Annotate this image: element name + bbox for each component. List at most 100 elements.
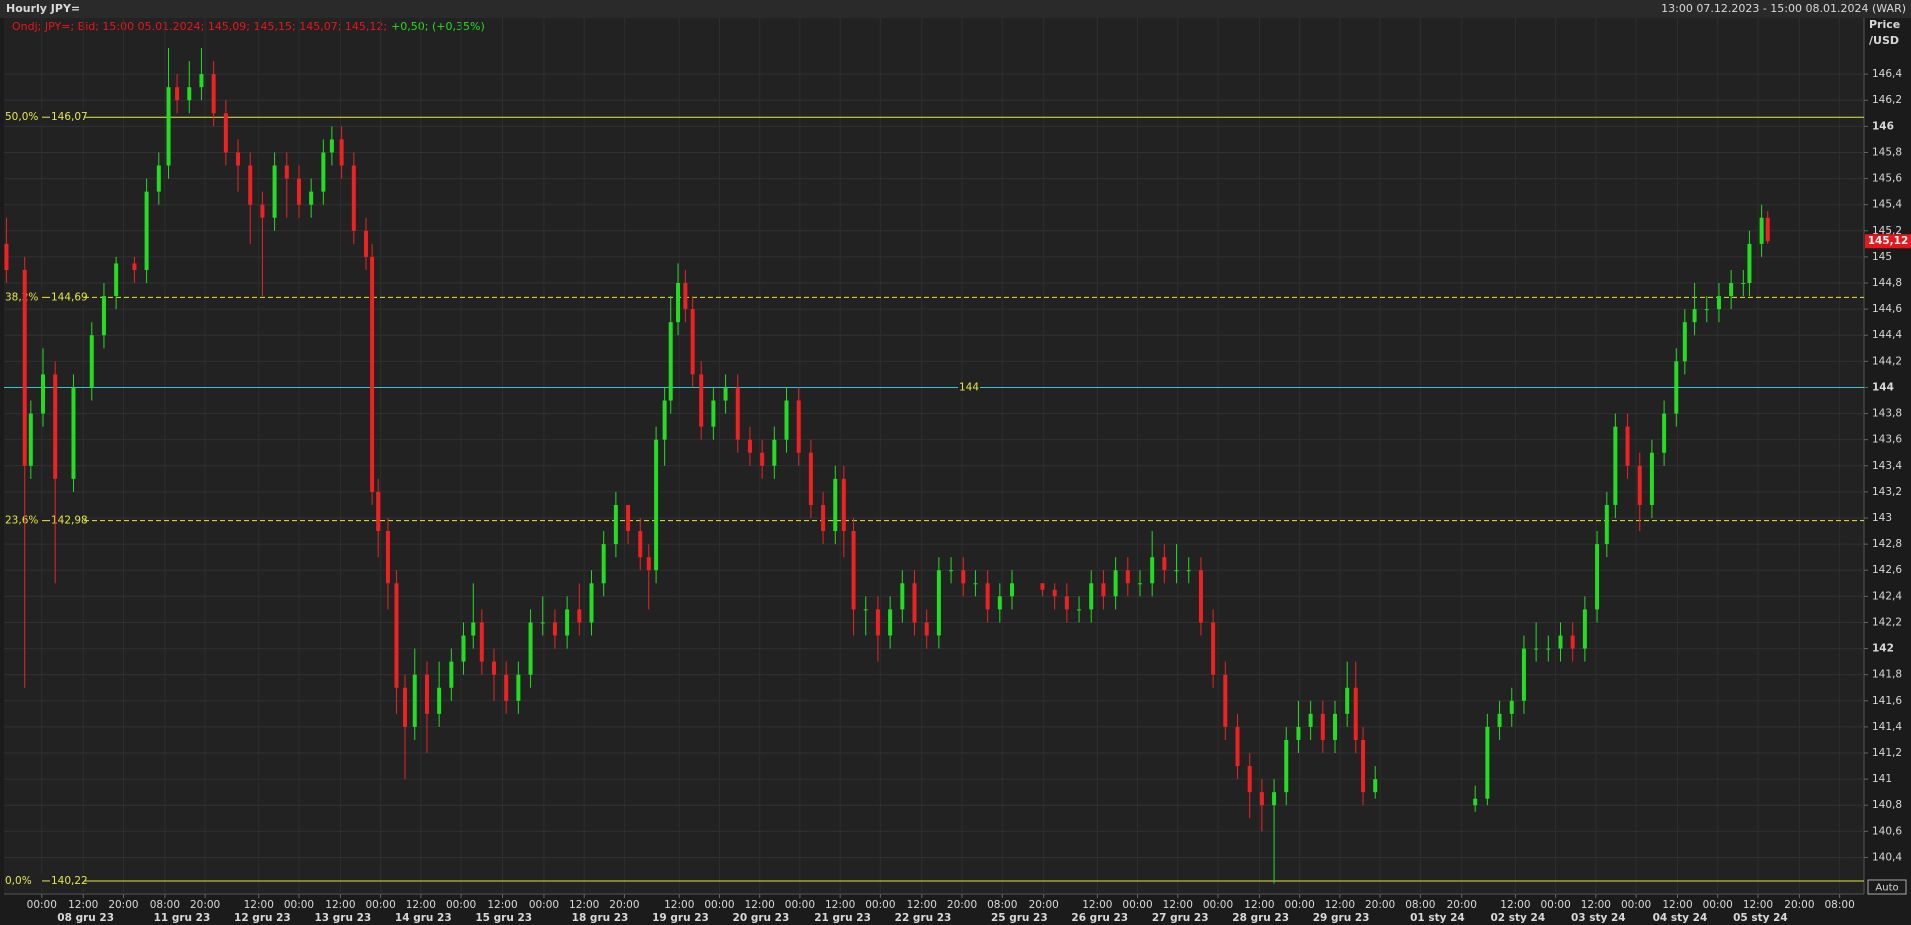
y-tick-label: 143,2 xyxy=(1872,486,1902,498)
candle-body xyxy=(1089,583,1094,610)
x-tick-label: 00:00 xyxy=(365,899,395,911)
x-tick-label: 12:00 xyxy=(244,899,274,911)
date-label: 27 gru 23 xyxy=(1152,912,1209,924)
candle-body xyxy=(1101,583,1106,597)
legend-quote: Ondj; JPY=; Bid; 15:00 05.01.2024; 145,0… xyxy=(12,20,387,33)
candle-body xyxy=(638,531,643,558)
candle-body xyxy=(211,74,216,114)
x-tick-label: 12:00 xyxy=(68,899,98,911)
candle-body xyxy=(646,557,651,571)
candle-body xyxy=(53,374,58,479)
date-label: 20 gru 23 xyxy=(733,912,790,924)
candle-body xyxy=(662,400,667,440)
fib-label: 38,2% xyxy=(5,291,38,303)
x-tick-label: 08:00 xyxy=(150,899,180,911)
candle-body xyxy=(1308,713,1313,727)
candle-body xyxy=(577,609,582,623)
y-tick-label: 145,4 xyxy=(1872,199,1902,211)
fib-value-label: 140,22 xyxy=(51,875,88,887)
x-tick-label: 20:00 xyxy=(1447,899,1477,911)
fib-value-label: 144,69 xyxy=(51,291,88,303)
candle-body xyxy=(22,269,27,466)
reference-label-bg xyxy=(958,380,980,395)
candle-body xyxy=(760,452,765,466)
x-tick-label: 08:00 xyxy=(1824,899,1854,911)
candle-body xyxy=(552,622,557,636)
x-tick-label: 00:00 xyxy=(27,899,57,911)
x-tick-label: 12:00 xyxy=(907,899,937,911)
candle-body xyxy=(156,165,161,192)
candle-body xyxy=(71,387,76,479)
candle-body xyxy=(309,191,314,205)
candle-body xyxy=(223,113,228,153)
candle-body xyxy=(376,491,381,532)
x-tick-label: 20:00 xyxy=(609,899,639,911)
x-tick-label: 00:00 xyxy=(1285,899,1315,911)
candle-body xyxy=(504,674,509,701)
x-tick-label: 00:00 xyxy=(1703,899,1733,911)
candle-body xyxy=(589,583,594,623)
y-tick-label: 141,2 xyxy=(1872,747,1902,759)
candle-body xyxy=(1582,609,1587,649)
candle-body xyxy=(1604,504,1609,545)
candle-body xyxy=(1765,217,1770,242)
y-tick-label: 140,4 xyxy=(1872,851,1902,863)
x-tick-label: 00:00 xyxy=(1621,899,1651,911)
candle-body xyxy=(1247,766,1252,793)
candle-body xyxy=(1353,687,1358,740)
date-label: 18 gru 23 xyxy=(572,912,629,924)
candle-body xyxy=(364,230,369,257)
auto-button-label[interactable]: Auto xyxy=(1875,883,1898,894)
candle-body xyxy=(248,165,253,205)
date-label: 04 sty 24 xyxy=(1653,912,1708,924)
candle-body xyxy=(114,263,119,297)
fib-label: 23,6% xyxy=(5,515,38,527)
y-tick-label: 144,6 xyxy=(1872,303,1902,315)
candle-body xyxy=(784,400,789,440)
candle-body xyxy=(1150,557,1155,584)
candle-body xyxy=(471,622,476,636)
candle-body xyxy=(1361,739,1366,793)
date-range: 13:00 07.12.2023 - 15:00 08.01.2024 (WAR… xyxy=(1661,2,1906,15)
candle-body xyxy=(1570,635,1575,649)
date-label: 22 gru 23 xyxy=(895,912,952,924)
x-tick-label: 08:00 xyxy=(987,899,1017,911)
candle-body xyxy=(1040,583,1045,590)
candle-body xyxy=(385,531,390,584)
candle-body xyxy=(1010,583,1015,597)
x-tick-label: 00:00 xyxy=(529,899,559,911)
x-tick-label: 12:00 xyxy=(1082,899,1112,911)
auto-button-frame[interactable] xyxy=(1867,879,1907,895)
date-label: 28 gru 23 xyxy=(1232,912,1289,924)
y-tick-label: 143,4 xyxy=(1872,460,1902,472)
candle-body xyxy=(479,622,484,662)
x-tick-label: 20:00 xyxy=(947,899,977,911)
plot-area xyxy=(4,18,1864,894)
x-tick-label: 00:00 xyxy=(865,899,895,911)
candle-body xyxy=(284,165,289,179)
candle-body xyxy=(132,263,137,270)
candle-body xyxy=(1198,570,1203,623)
candle-body xyxy=(772,439,777,466)
candle-body xyxy=(985,583,990,610)
auto-button[interactable]: Auto xyxy=(1867,879,1907,895)
x-tick-label: 20:00 xyxy=(1029,899,1059,911)
candle-body xyxy=(403,687,408,727)
candles xyxy=(4,48,1770,884)
candle-body xyxy=(1345,687,1350,714)
candle-body xyxy=(437,687,442,714)
x-tick-label: 12:00 xyxy=(1500,899,1530,911)
x-tick-label: 12:00 xyxy=(406,899,436,911)
candle-body xyxy=(900,583,905,610)
y-tick-label: 140,6 xyxy=(1872,825,1902,837)
candle-body xyxy=(1649,452,1654,505)
candle-body xyxy=(747,439,752,453)
candle-body xyxy=(1534,648,1539,650)
y-tick-label: 143,6 xyxy=(1872,434,1902,446)
x-tick-label: 20:00 xyxy=(108,899,138,911)
candle-body xyxy=(1272,792,1277,806)
candle-body xyxy=(236,152,241,166)
candle-body xyxy=(735,387,740,440)
chart-title: Hourly JPY= xyxy=(6,2,80,15)
candle-body xyxy=(1704,309,1709,311)
